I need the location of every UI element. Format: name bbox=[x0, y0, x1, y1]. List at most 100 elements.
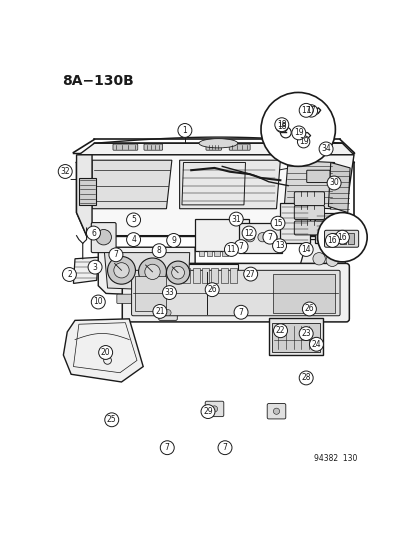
FancyBboxPatch shape bbox=[202, 268, 209, 284]
Circle shape bbox=[233, 240, 247, 254]
FancyBboxPatch shape bbox=[158, 305, 177, 320]
Circle shape bbox=[164, 310, 171, 316]
Circle shape bbox=[245, 232, 254, 242]
Circle shape bbox=[325, 233, 339, 247]
Circle shape bbox=[267, 232, 277, 242]
Circle shape bbox=[312, 253, 325, 265]
FancyBboxPatch shape bbox=[140, 294, 155, 303]
Circle shape bbox=[260, 92, 335, 166]
FancyBboxPatch shape bbox=[222, 251, 227, 256]
FancyBboxPatch shape bbox=[131, 270, 339, 316]
Circle shape bbox=[299, 103, 312, 117]
Text: 21: 21 bbox=[155, 307, 164, 316]
Polygon shape bbox=[79, 155, 353, 236]
FancyBboxPatch shape bbox=[328, 245, 350, 251]
FancyBboxPatch shape bbox=[135, 277, 166, 311]
Circle shape bbox=[317, 213, 366, 262]
Text: 94382  130: 94382 130 bbox=[314, 454, 357, 463]
Circle shape bbox=[88, 260, 102, 274]
FancyBboxPatch shape bbox=[211, 268, 218, 284]
Text: 3: 3 bbox=[93, 263, 97, 272]
Polygon shape bbox=[73, 257, 98, 284]
FancyBboxPatch shape bbox=[294, 221, 324, 235]
FancyBboxPatch shape bbox=[271, 324, 319, 352]
Circle shape bbox=[114, 263, 129, 278]
Circle shape bbox=[162, 286, 176, 300]
Circle shape bbox=[309, 337, 323, 351]
Polygon shape bbox=[79, 143, 353, 155]
FancyBboxPatch shape bbox=[294, 192, 324, 206]
FancyBboxPatch shape bbox=[272, 274, 334, 313]
Text: 7: 7 bbox=[238, 308, 243, 317]
Polygon shape bbox=[284, 160, 334, 209]
Circle shape bbox=[126, 213, 140, 227]
Text: 27: 27 bbox=[245, 270, 255, 279]
FancyBboxPatch shape bbox=[113, 144, 138, 150]
FancyBboxPatch shape bbox=[163, 294, 178, 303]
Text: 30: 30 bbox=[328, 179, 338, 188]
Text: 12: 12 bbox=[244, 229, 253, 238]
Circle shape bbox=[145, 264, 160, 279]
Circle shape bbox=[126, 233, 140, 247]
Circle shape bbox=[171, 266, 184, 279]
Text: 7: 7 bbox=[222, 443, 227, 452]
Circle shape bbox=[218, 441, 231, 455]
Text: 7: 7 bbox=[113, 251, 118, 259]
Circle shape bbox=[211, 406, 217, 412]
FancyBboxPatch shape bbox=[229, 144, 249, 150]
Text: 1: 1 bbox=[182, 126, 187, 135]
Circle shape bbox=[229, 212, 242, 226]
Text: 26: 26 bbox=[207, 285, 216, 294]
Circle shape bbox=[91, 295, 105, 309]
Circle shape bbox=[257, 232, 266, 242]
Text: 23: 23 bbox=[301, 329, 310, 338]
Text: 8A−130B: 8A−130B bbox=[62, 74, 134, 88]
Circle shape bbox=[224, 243, 238, 256]
Circle shape bbox=[98, 345, 112, 359]
Circle shape bbox=[304, 105, 317, 117]
Circle shape bbox=[58, 165, 72, 179]
Circle shape bbox=[152, 304, 166, 318]
FancyBboxPatch shape bbox=[206, 251, 212, 256]
Circle shape bbox=[233, 305, 247, 319]
Text: 6: 6 bbox=[91, 229, 96, 238]
FancyBboxPatch shape bbox=[91, 223, 116, 253]
Circle shape bbox=[109, 248, 123, 262]
Circle shape bbox=[301, 302, 316, 316]
Text: 7: 7 bbox=[267, 232, 272, 241]
Text: 14: 14 bbox=[301, 245, 310, 254]
FancyBboxPatch shape bbox=[324, 230, 358, 247]
Circle shape bbox=[299, 243, 312, 256]
Text: 10: 10 bbox=[93, 297, 103, 306]
FancyBboxPatch shape bbox=[205, 401, 223, 417]
Polygon shape bbox=[328, 163, 349, 213]
Circle shape bbox=[86, 226, 100, 240]
FancyBboxPatch shape bbox=[294, 206, 324, 220]
Circle shape bbox=[262, 230, 276, 244]
Text: 16: 16 bbox=[337, 233, 347, 241]
Text: 25: 25 bbox=[107, 415, 116, 424]
Circle shape bbox=[275, 120, 287, 133]
FancyBboxPatch shape bbox=[199, 251, 204, 256]
Text: 16: 16 bbox=[327, 236, 337, 245]
Text: 26: 26 bbox=[304, 304, 313, 313]
Circle shape bbox=[271, 216, 284, 230]
FancyBboxPatch shape bbox=[266, 403, 285, 419]
FancyBboxPatch shape bbox=[192, 268, 199, 284]
Text: 2: 2 bbox=[67, 270, 71, 279]
Polygon shape bbox=[63, 319, 143, 382]
Text: 20: 20 bbox=[101, 348, 110, 357]
Text: 22: 22 bbox=[275, 326, 285, 335]
FancyBboxPatch shape bbox=[122, 263, 349, 322]
FancyBboxPatch shape bbox=[176, 264, 237, 286]
Circle shape bbox=[273, 408, 279, 414]
Text: 15: 15 bbox=[273, 219, 282, 228]
Text: 29: 29 bbox=[203, 407, 212, 416]
Circle shape bbox=[299, 371, 312, 385]
Text: 17: 17 bbox=[301, 106, 310, 115]
FancyBboxPatch shape bbox=[314, 213, 344, 244]
Polygon shape bbox=[299, 239, 345, 284]
Circle shape bbox=[272, 239, 286, 253]
Polygon shape bbox=[76, 155, 92, 236]
Circle shape bbox=[138, 258, 166, 286]
